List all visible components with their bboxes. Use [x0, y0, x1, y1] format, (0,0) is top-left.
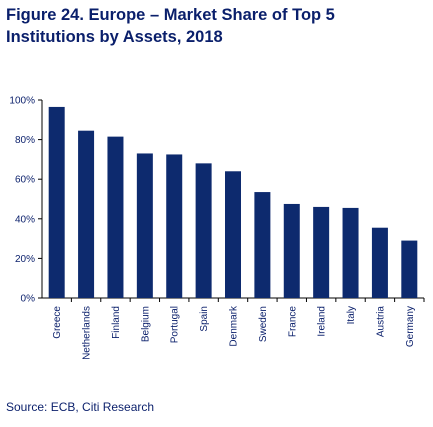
x-tick-label: Ireland — [317, 306, 328, 337]
bar — [48, 106, 65, 299]
y-tick-label: 20% — [15, 254, 35, 265]
bar — [283, 203, 300, 298]
bar — [313, 206, 330, 298]
y-tick-label: 80% — [15, 135, 35, 146]
bar — [195, 163, 212, 298]
x-tick-label: Austria — [375, 306, 386, 338]
x-tick-label: Spain — [199, 306, 210, 332]
bar — [136, 153, 153, 298]
bar — [401, 240, 418, 298]
y-tick-label: 40% — [15, 214, 35, 225]
x-tick-label: Finland — [111, 306, 122, 339]
bar — [166, 154, 183, 298]
bar — [254, 192, 271, 298]
x-tick-label: Greece — [52, 306, 63, 339]
bar — [107, 136, 124, 298]
x-tick-label: Sweden — [258, 306, 269, 342]
x-tick-label: Italy — [346, 306, 357, 324]
bar — [225, 171, 241, 298]
y-tick-label: 0% — [21, 294, 36, 305]
source-note: Source: ECB, Citi Research — [6, 400, 155, 414]
x-tick-label: Denmark — [229, 305, 240, 347]
x-tick-label: Germany — [405, 306, 416, 347]
y-tick-label: 60% — [15, 175, 35, 186]
x-tick-label: Portugal — [170, 306, 181, 343]
x-tick-label: Belgium — [140, 306, 151, 342]
x-tick-label: Netherlands — [82, 306, 93, 360]
bar — [342, 207, 359, 298]
x-tick-label: France — [287, 306, 298, 338]
figure-title: Figure 24. Europe – Market Share of Top … — [6, 6, 335, 46]
y-tick-label: 100% — [9, 96, 35, 107]
bar — [371, 227, 388, 298]
bar — [78, 130, 95, 298]
